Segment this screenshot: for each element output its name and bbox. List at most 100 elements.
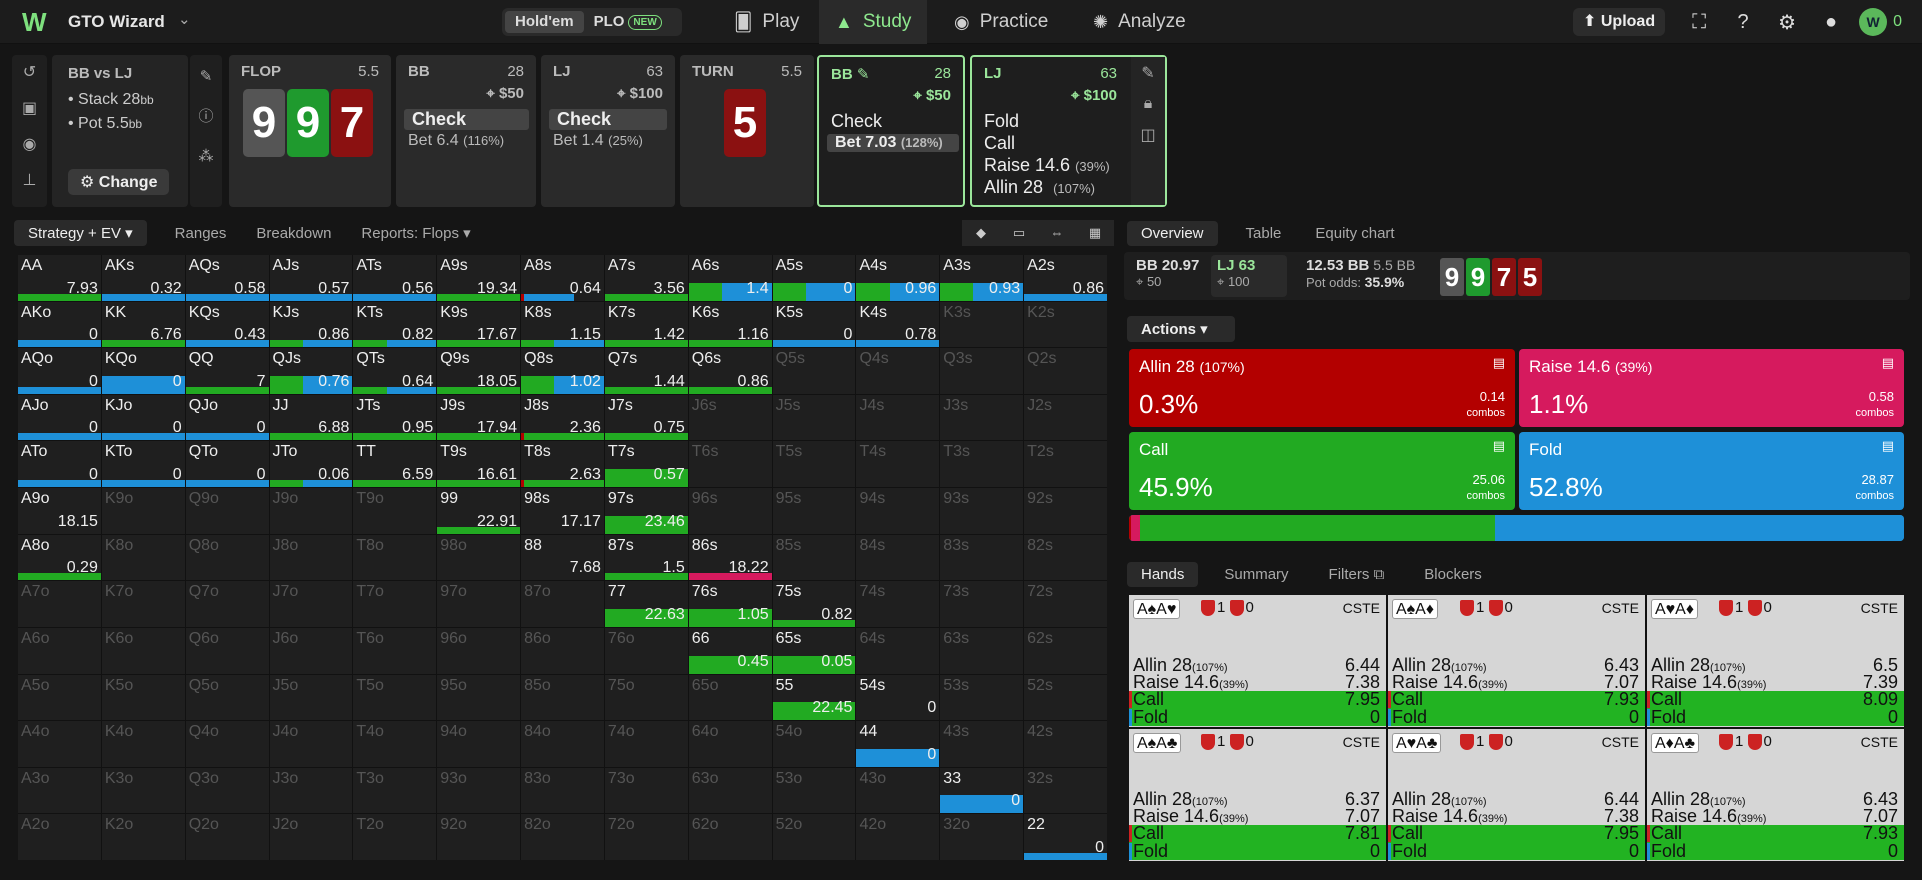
split-icon[interactable]: ◫ (1140, 127, 1156, 144)
history-icon[interactable]: ↺ (22, 64, 37, 81)
hand-cell[interactable]: K3o (101, 767, 185, 814)
hand-cell[interactable]: 63o (688, 767, 772, 814)
bb2-check-action[interactable]: Check (831, 111, 883, 131)
hand-cell[interactable]: A8s 0.64 (521, 255, 604, 301)
hand-cell[interactable]: A4o (18, 721, 101, 767)
tab-filters[interactable]: Filters ⧉ (1329, 566, 1385, 583)
save-icon[interactable]: ▣ (21, 100, 38, 117)
turn-box[interactable]: TURN 5.5 5 (680, 55, 814, 207)
nav-analyze[interactable]: ✺ Analyze (1077, 0, 1202, 44)
hand-cell[interactable]: QTs 0.64 (353, 348, 437, 394)
hand-cell[interactable]: 73o (604, 767, 688, 814)
help-icon[interactable]: ? (1737, 10, 1749, 33)
tab-strategy-ev[interactable]: Strategy + EV ▾ (14, 220, 147, 246)
hand-cell[interactable]: A2o (18, 814, 101, 860)
hand-cell[interactable]: 85s (772, 534, 856, 581)
hand-cell[interactable]: T4s (856, 441, 940, 488)
hand-cell[interactable]: A3s 0.93 (940, 255, 1024, 301)
hand-cell[interactable]: K4s 0.78 (856, 301, 940, 348)
hand-cell[interactable]: 87s 1.5 (604, 534, 688, 581)
hand-cell[interactable]: 52s (1024, 674, 1107, 721)
pencil-icon[interactable]: ✎ (1141, 65, 1155, 82)
tab-reports[interactable]: Reports: Flops ▾ (361, 225, 471, 242)
list-icon[interactable]: ▤ (1492, 355, 1505, 370)
hand-cell[interactable]: T9s 16.61 (437, 441, 521, 488)
hand-cell[interactable]: 95o (437, 674, 521, 721)
hand-cell[interactable]: J2o (269, 814, 353, 860)
list-icon[interactable]: ▤ (1881, 438, 1894, 453)
mode-holdem-button[interactable]: Hold'em (505, 11, 584, 33)
screenshot-icon[interactable]: ⛶ (1692, 10, 1707, 33)
hand-cell[interactable]: 62o (688, 814, 772, 860)
hand-cell[interactable]: A5o (18, 674, 101, 721)
hand-cell[interactable]: J8s 2.36 (521, 394, 604, 441)
hand-cell[interactable]: T5o (353, 674, 437, 721)
hand-cell[interactable]: Q3o (185, 767, 269, 814)
tab-blockers[interactable]: Blockers (1424, 565, 1482, 583)
hand-cell[interactable]: K8o (101, 534, 185, 581)
tab-table[interactable]: Table (1245, 224, 1282, 242)
hand-cell[interactable]: A9o 18.15 (18, 488, 101, 534)
hand-cell[interactable]: T3o (353, 767, 437, 814)
hand-cell[interactable]: 92s (1024, 488, 1107, 534)
split-view-icon[interactable]: ▭ (1000, 220, 1038, 246)
hand-cell[interactable]: K5o (101, 674, 185, 721)
action-call[interactable]: Call ▤ 45.9% 25.06 combos (1129, 432, 1515, 510)
hand-cell[interactable]: J9s 17.94 (437, 394, 521, 441)
hand-cell[interactable]: AQo 0 (18, 348, 101, 394)
hand-cell[interactable]: 88 7.68 (521, 534, 604, 581)
hand-cell[interactable]: QQ 7 (185, 348, 269, 394)
hand-cell[interactable]: 44 0 (856, 721, 940, 767)
hand-cell[interactable]: K3s (940, 301, 1024, 348)
pencil-icon[interactable]: ✎ (199, 68, 213, 85)
hand-cell[interactable]: AJs 0.57 (269, 255, 353, 301)
hand-cell[interactable]: QJo 0 (185, 394, 269, 441)
hand-cell[interactable]: 53s (940, 674, 1024, 721)
hand-cell[interactable]: 62s (1024, 627, 1107, 674)
hand-cell[interactable]: JTo 0.06 (269, 441, 353, 488)
hand-cell[interactable]: J4s (856, 394, 940, 441)
hand-cell[interactable]: A6s 1.4 (688, 255, 772, 301)
hand-cell[interactable]: Q7o (185, 581, 269, 627)
info-icon[interactable]: ⓘ (198, 108, 214, 125)
hand-cell[interactable]: Q2s (1024, 348, 1107, 394)
hand-cell[interactable]: T5s (772, 441, 856, 488)
hand-cell[interactable]: K9o (101, 488, 185, 534)
hand-cell[interactable]: KK 6.76 (101, 301, 185, 348)
hand-cell[interactable]: J9o (269, 488, 353, 534)
hand-cell[interactable]: 54o (772, 721, 856, 767)
hand-cell[interactable]: K8s 1.15 (521, 301, 604, 348)
hand-cell[interactable]: T3s (940, 441, 1024, 488)
gear-icon[interactable]: ⚙ (1778, 11, 1797, 34)
hand-cell[interactable]: 84s (856, 534, 940, 581)
hand-cell[interactable]: 97s 23.46 (604, 488, 688, 534)
hand-cell[interactable]: 73s (940, 581, 1024, 627)
nav-study[interactable]: ▲ Study (819, 0, 928, 44)
lj-check-action[interactable]: Check (549, 109, 667, 130)
hand-cell[interactable]: QJs 0.76 (269, 348, 353, 394)
hand-cell[interactable]: 77 22.63 (604, 581, 688, 627)
hand-cell[interactable]: J6s (688, 394, 772, 441)
hand-cell[interactable]: 42s (1024, 721, 1107, 767)
upload-button[interactable]: ⬆ Upload (1573, 8, 1666, 36)
hand-cell[interactable]: J7o (269, 581, 353, 627)
hand-cell[interactable]: 82s (1024, 534, 1107, 581)
nav-practice[interactable]: ◉ Practice (938, 0, 1064, 44)
change-button[interactable]: ⚙ Change (68, 169, 170, 195)
hand-cell[interactable]: K4o (101, 721, 185, 767)
lj2-allin-action[interactable]: Allin 28 (107%) (984, 177, 1095, 198)
hand-cell[interactable]: KJo 0 (101, 394, 185, 441)
chevron-down-icon[interactable]: ⌄ (178, 11, 191, 28)
hand-cell[interactable]: 42o (856, 814, 940, 860)
compress-icon[interactable]: ⇔ (1038, 220, 1076, 246)
hand-cell[interactable]: 84o (521, 721, 604, 767)
hand-cell[interactable]: 76s 1.05 (688, 581, 772, 627)
hand-card[interactable]: A♦A♣ 1 0 CSTE Allin 28(107%) 6.43 Raise 14.6(… (1647, 729, 1904, 861)
hand-cell[interactable]: 72o (604, 814, 688, 860)
hand-cell[interactable]: 83o (521, 767, 604, 814)
hand-cell[interactable]: 54s 0 (856, 674, 940, 721)
hand-cell[interactable]: KQs 0.43 (185, 301, 269, 348)
hand-cell[interactable]: 97o (437, 581, 521, 627)
hand-cell[interactable]: AKs 0.32 (101, 255, 185, 301)
hand-cell[interactable]: K9s 17.67 (437, 301, 521, 348)
